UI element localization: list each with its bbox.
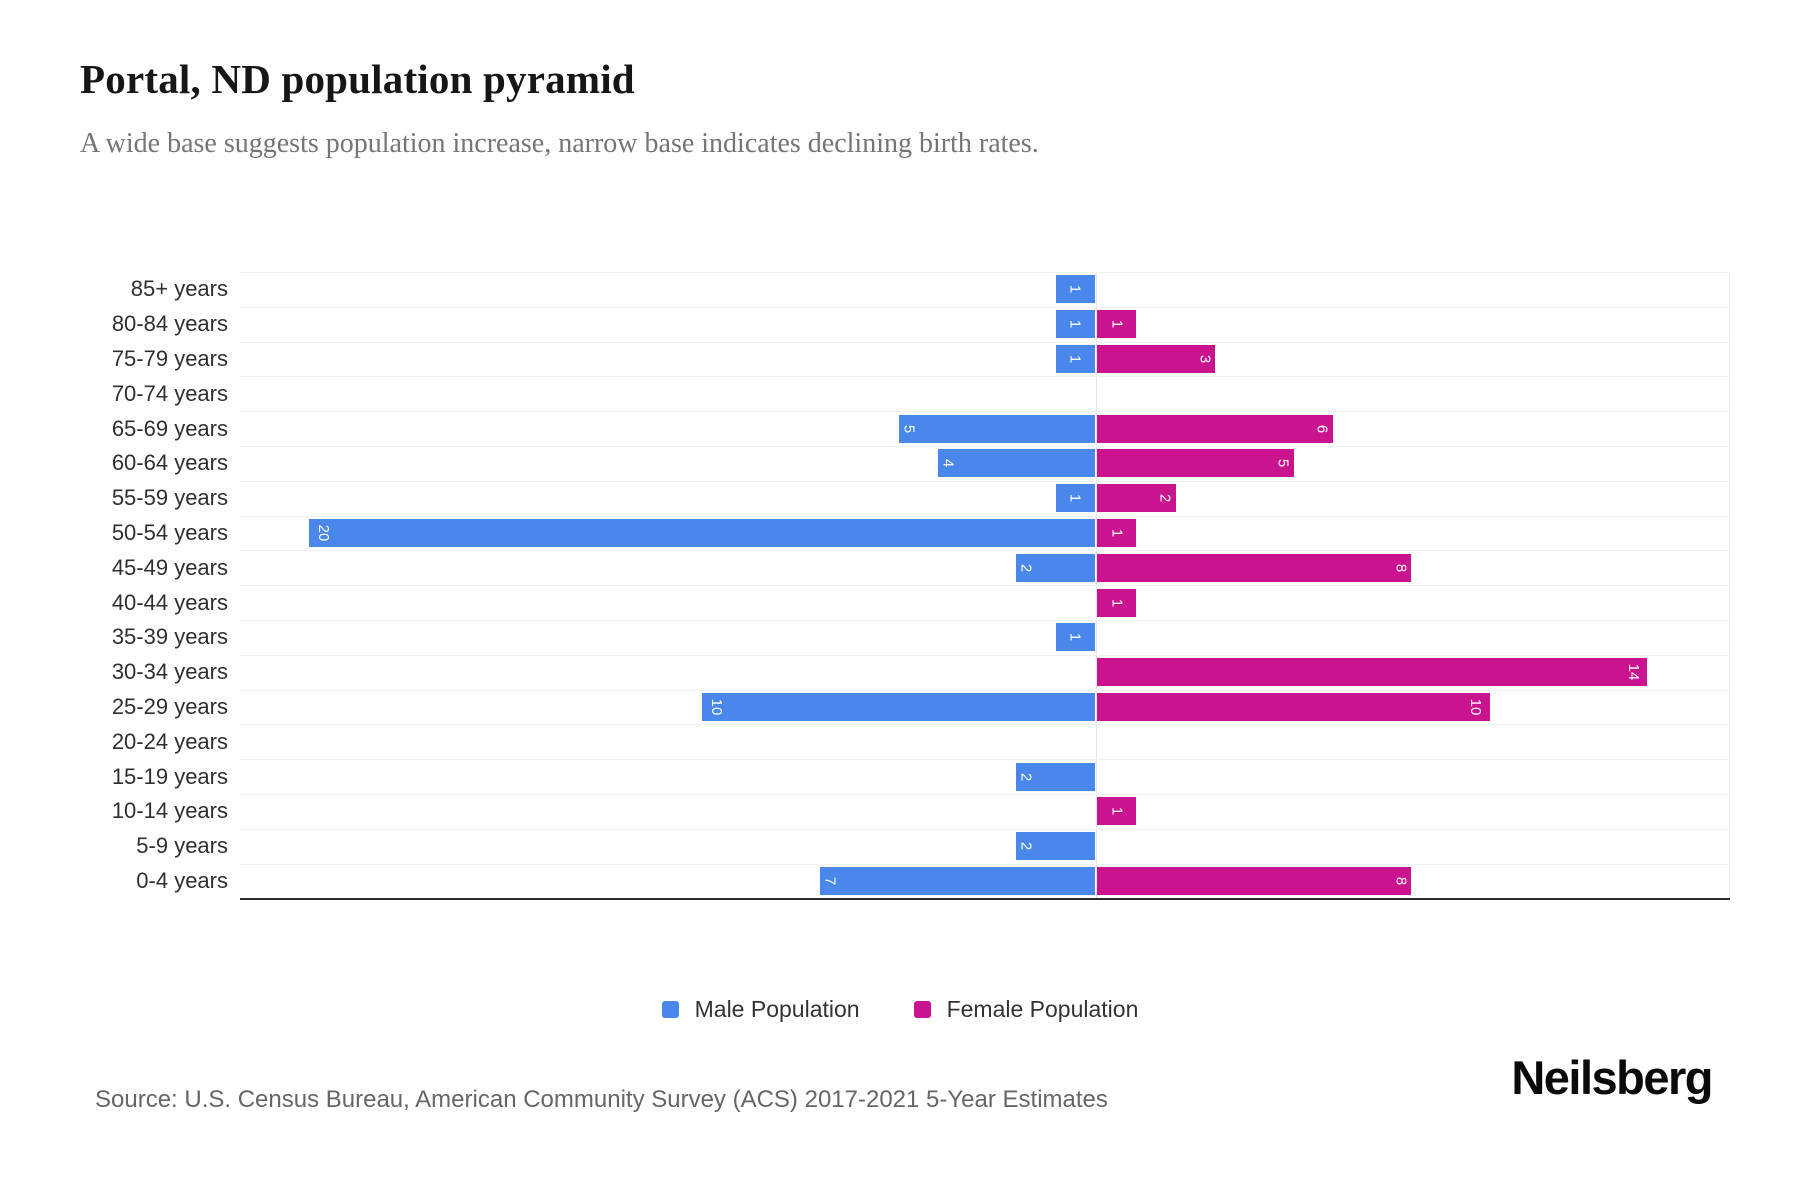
bar-female-60-64-years[interactable]: 5 — [1097, 449, 1294, 478]
bar-female-50-54-years[interactable]: 1 — [1097, 519, 1137, 547]
bar-value-male-15-19-years: 2 — [1018, 772, 1036, 781]
gridline — [240, 446, 1730, 447]
gridline — [240, 724, 1730, 726]
bar-male-85-years[interactable]: 1 — [1055, 275, 1095, 304]
axis-label-5-9-years: 5-9 years — [136, 833, 228, 859]
legend-label-male: Male Population — [694, 996, 860, 1022]
page-title: Portal, ND population pyramid — [80, 56, 635, 102]
legend-item-female[interactable]: Female Population — [913, 996, 1139, 1023]
gridline — [240, 376, 1730, 378]
axis-label-75-79-years: 75-79 years — [111, 345, 228, 371]
bar-male-25-29-years[interactable]: 10 — [702, 693, 1095, 721]
bar-female-75-79-years[interactable]: 3 — [1097, 345, 1215, 373]
bar-female-80-84-years[interactable]: 1 — [1097, 310, 1137, 339]
bar-female-40-44-years[interactable]: 1 — [1097, 588, 1137, 617]
bar-value-female-0-4-years: 8 — [1392, 876, 1410, 886]
chart-legend: Male Population Female Population — [0, 996, 1800, 1023]
source-attribution: Source: U.S. Census Bureau, American Com… — [95, 1086, 1108, 1113]
bar-male-35-39-years[interactable]: 1 — [1055, 623, 1095, 652]
axis-label-25-29-years: 25-29 years — [111, 693, 228, 719]
bar-value-female-55-59-years: 2 — [1156, 494, 1174, 503]
bar-female-65-69-years[interactable]: 6 — [1097, 414, 1333, 443]
bar-value-female-80-84-years: 1 — [1108, 320, 1126, 329]
bar-value-female-45-49-years: 8 — [1392, 563, 1410, 572]
bar-male-55-59-years[interactable]: 1 — [1055, 484, 1095, 513]
bar-value-male-65-69-years: 5 — [900, 424, 918, 433]
bar-value-male-25-29-years: 10 — [707, 698, 725, 716]
gridline — [240, 654, 1730, 656]
gridline — [240, 341, 1730, 343]
gridline — [240, 794, 1730, 795]
axis-label-15-19-years: 15-19 years — [111, 763, 228, 789]
bar-value-male-50-54-years: 20 — [314, 524, 332, 542]
axis-label-45-49-years: 45-49 years — [111, 554, 228, 580]
bar-male-45-49-years[interactable]: 2 — [1016, 553, 1095, 582]
bar-value-male-55-59-years: 1 — [1066, 494, 1084, 503]
axis-label-20-24-years: 20-24 years — [111, 728, 228, 754]
bar-male-75-79-years[interactable]: 1 — [1055, 345, 1095, 373]
axis-label-65-69-years: 65-69 years — [111, 415, 228, 441]
x-axis-line — [240, 898, 1730, 901]
bar-female-25-29-years[interactable]: 10 — [1097, 693, 1490, 721]
bar-male-80-84-years[interactable]: 1 — [1055, 310, 1095, 339]
bar-male-5-9-years[interactable]: 2 — [1016, 832, 1095, 861]
bar-female-0-4-years[interactable]: 8 — [1097, 867, 1412, 895]
bar-female-30-34-years[interactable]: 14 — [1097, 658, 1648, 687]
gridline — [240, 272, 1730, 273]
gridline — [240, 480, 1730, 482]
bar-value-female-65-69-years: 6 — [1314, 424, 1332, 433]
axis-label-60-64-years: 60-64 years — [111, 450, 228, 476]
gridline — [240, 689, 1730, 691]
legend-swatch-male-icon — [661, 1001, 679, 1018]
axis-label-85-years: 85+ years — [130, 276, 228, 302]
legend-label-female: Female Population — [946, 996, 1139, 1022]
chart-subtitle: A wide base suggests population increase… — [80, 128, 1039, 159]
bar-male-60-64-years[interactable]: 4 — [937, 449, 1095, 478]
bar-female-10-14-years[interactable]: 1 — [1097, 797, 1137, 826]
bar-value-male-45-49-years: 2 — [1018, 563, 1036, 572]
axis-label-50-54-years: 50-54 years — [111, 519, 228, 545]
bar-value-female-40-44-years: 1 — [1108, 598, 1126, 607]
bar-value-male-80-84-years: 1 — [1066, 320, 1084, 329]
axis-label-0-4-years: 0-4 years — [136, 867, 228, 893]
axis-label-70-74-years: 70-74 years — [111, 380, 228, 406]
bar-male-65-69-years[interactable]: 5 — [898, 414, 1095, 443]
legend-item-male[interactable]: Male Population — [661, 996, 860, 1023]
axis-label-10-14-years: 10-14 years — [111, 798, 228, 824]
axis-label-30-34-years: 30-34 years — [111, 659, 228, 685]
gridline — [240, 411, 1730, 413]
gridline — [240, 585, 1730, 587]
bar-value-female-25-29-years: 10 — [1467, 698, 1485, 716]
gridline — [240, 306, 1730, 308]
bar-male-50-54-years[interactable]: 20 — [309, 519, 1095, 547]
bar-value-male-60-64-years: 4 — [939, 459, 957, 468]
bar-value-female-10-14-years: 1 — [1108, 807, 1126, 816]
bar-male-0-4-years[interactable]: 7 — [819, 867, 1095, 895]
gridline — [240, 828, 1730, 830]
gridline — [240, 759, 1730, 761]
bar-value-male-5-9-years: 2 — [1018, 842, 1036, 851]
bar-value-female-50-54-years: 1 — [1108, 528, 1126, 538]
bar-female-45-49-years[interactable]: 8 — [1097, 553, 1412, 582]
legend-swatch-female-icon — [913, 1001, 931, 1018]
neilsberg-logo: Neilsberg — [1511, 1051, 1713, 1104]
gridline — [240, 620, 1730, 621]
bar-value-female-75-79-years: 3 — [1196, 354, 1214, 364]
bar-value-female-30-34-years: 14 — [1624, 663, 1642, 681]
gridline — [240, 863, 1730, 865]
gridline — [240, 515, 1730, 517]
bar-male-15-19-years[interactable]: 2 — [1016, 762, 1095, 791]
bar-female-55-59-years[interactable]: 2 — [1097, 484, 1176, 513]
axis-label-80-84-years: 80-84 years — [111, 311, 228, 337]
bar-value-male-75-79-years: 1 — [1066, 354, 1084, 364]
axis-label-40-44-years: 40-44 years — [111, 589, 228, 615]
bar-value-female-60-64-years: 5 — [1274, 459, 1292, 468]
gridline — [240, 550, 1730, 552]
bar-value-male-35-39-years: 1 — [1066, 633, 1084, 642]
bar-value-male-85-years: 1 — [1066, 285, 1084, 294]
bar-value-male-0-4-years: 7 — [821, 876, 839, 886]
axis-label-35-39-years: 35-39 years — [111, 624, 228, 650]
axis-label-55-59-years: 55-59 years — [111, 485, 228, 511]
